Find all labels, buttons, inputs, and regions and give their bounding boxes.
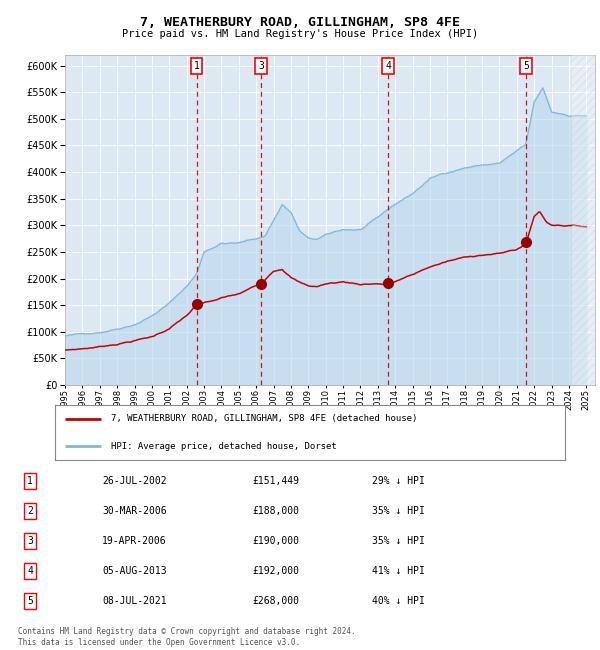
Text: 5: 5: [27, 596, 33, 606]
Text: 4: 4: [385, 60, 391, 71]
Text: 05-AUG-2013: 05-AUG-2013: [102, 566, 167, 576]
Text: 3: 3: [258, 60, 264, 71]
Text: 7, WEATHERBURY ROAD, GILLINGHAM, SP8 4FE: 7, WEATHERBURY ROAD, GILLINGHAM, SP8 4FE: [140, 16, 460, 29]
Text: £190,000: £190,000: [252, 536, 299, 546]
Text: £188,000: £188,000: [252, 506, 299, 516]
Text: 08-JUL-2021: 08-JUL-2021: [102, 596, 167, 606]
Text: 1: 1: [27, 476, 33, 486]
Text: 19-APR-2006: 19-APR-2006: [102, 536, 167, 546]
Text: 30-MAR-2006: 30-MAR-2006: [102, 506, 167, 516]
Text: 1: 1: [194, 60, 199, 71]
Text: £192,000: £192,000: [252, 566, 299, 576]
Text: 35% ↓ HPI: 35% ↓ HPI: [372, 506, 425, 516]
Text: 5: 5: [523, 60, 529, 71]
Text: £151,449: £151,449: [252, 476, 299, 486]
Text: HPI: Average price, detached house, Dorset: HPI: Average price, detached house, Dors…: [111, 442, 337, 450]
Text: Price paid vs. HM Land Registry's House Price Index (HPI): Price paid vs. HM Land Registry's House …: [122, 29, 478, 39]
Text: 40% ↓ HPI: 40% ↓ HPI: [372, 596, 425, 606]
Text: 7, WEATHERBURY ROAD, GILLINGHAM, SP8 4FE (detached house): 7, WEATHERBURY ROAD, GILLINGHAM, SP8 4FE…: [111, 414, 418, 423]
Text: 4: 4: [27, 566, 33, 576]
Text: 29% ↓ HPI: 29% ↓ HPI: [372, 476, 425, 486]
Text: 26-JUL-2002: 26-JUL-2002: [102, 476, 167, 486]
Text: 41% ↓ HPI: 41% ↓ HPI: [372, 566, 425, 576]
Text: 3: 3: [27, 536, 33, 546]
Text: 2: 2: [27, 506, 33, 516]
Text: Contains HM Land Registry data © Crown copyright and database right 2024.
This d: Contains HM Land Registry data © Crown c…: [18, 627, 356, 647]
Text: £268,000: £268,000: [252, 596, 299, 606]
Text: 35% ↓ HPI: 35% ↓ HPI: [372, 536, 425, 546]
Polygon shape: [572, 55, 595, 385]
